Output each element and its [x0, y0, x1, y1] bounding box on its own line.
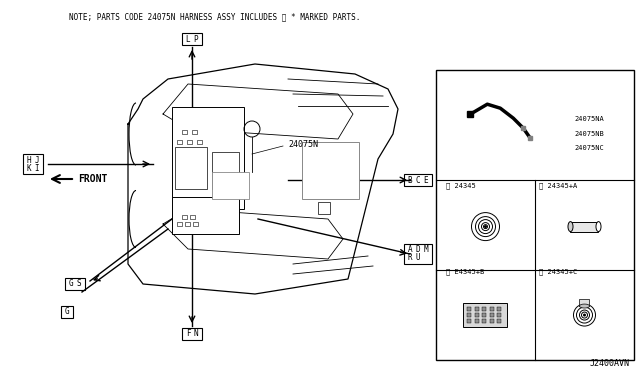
Text: J: J	[35, 155, 39, 164]
Text: M: M	[424, 246, 428, 254]
Bar	[182, 328, 202, 340]
Bar	[61, 306, 73, 318]
Text: NOTE; PARTS CODE 24075N HARNESS ASSY INCLUDES ※ * MARKED PARTS.: NOTE; PARTS CODE 24075N HARNESS ASSY INC…	[69, 13, 361, 22]
Bar	[483, 307, 486, 311]
Text: A: A	[408, 246, 412, 254]
Bar	[212, 172, 249, 199]
Bar	[175, 147, 207, 189]
Text: 24075NB: 24075NB	[575, 131, 604, 137]
Text: L: L	[186, 35, 190, 44]
Bar	[182, 130, 187, 134]
Bar	[172, 197, 239, 234]
Text: R: R	[408, 253, 412, 263]
Circle shape	[583, 314, 586, 317]
Bar	[467, 307, 472, 311]
Text: FRONT: FRONT	[78, 174, 108, 184]
Text: 24075NA: 24075NA	[575, 116, 604, 122]
Text: K: K	[27, 164, 31, 173]
Bar	[497, 313, 502, 317]
Bar	[187, 140, 192, 144]
Text: ※ 24345+C: ※ 24345+C	[539, 268, 577, 275]
Bar	[404, 244, 432, 264]
Bar	[177, 222, 182, 226]
Bar	[190, 215, 195, 219]
Bar	[177, 140, 182, 144]
Bar	[467, 313, 472, 317]
Text: ※ E4345+B: ※ E4345+B	[446, 268, 484, 275]
Bar	[182, 33, 202, 45]
Bar	[404, 174, 432, 186]
Bar	[483, 319, 486, 323]
Text: 24075N: 24075N	[288, 140, 318, 148]
Text: G: G	[68, 279, 74, 289]
Bar	[570, 222, 598, 232]
Bar	[436, 70, 634, 360]
Text: B: B	[408, 176, 412, 185]
Circle shape	[484, 225, 487, 228]
Bar	[497, 319, 502, 323]
Bar	[302, 142, 359, 199]
Ellipse shape	[568, 222, 573, 232]
Text: F: F	[186, 330, 190, 339]
Bar	[490, 313, 494, 317]
Bar	[212, 152, 239, 189]
Text: U: U	[416, 253, 420, 263]
Bar	[197, 140, 202, 144]
Bar	[490, 307, 494, 311]
Text: ※ 24345: ※ 24345	[446, 183, 476, 189]
Bar	[475, 319, 479, 323]
Bar	[182, 215, 187, 219]
Text: 24075NC: 24075NC	[575, 145, 604, 151]
Bar	[483, 313, 486, 317]
Text: N: N	[194, 330, 198, 339]
Bar	[192, 130, 197, 134]
Bar	[318, 202, 330, 214]
Bar	[497, 307, 502, 311]
Text: E: E	[424, 176, 428, 185]
Text: C: C	[416, 176, 420, 185]
Text: P: P	[194, 35, 198, 44]
Bar	[490, 319, 494, 323]
Bar	[475, 313, 479, 317]
Bar	[23, 154, 43, 174]
Bar	[172, 107, 244, 209]
Bar	[463, 303, 508, 327]
Text: I: I	[35, 164, 39, 173]
Text: S: S	[77, 279, 81, 289]
Text: D: D	[416, 246, 420, 254]
Bar	[185, 222, 190, 226]
Text: J2400AVN: J2400AVN	[590, 359, 630, 369]
Text: G: G	[65, 308, 69, 317]
Bar	[467, 319, 472, 323]
Bar	[475, 307, 479, 311]
Text: H: H	[27, 155, 31, 164]
Ellipse shape	[579, 304, 589, 308]
Bar	[579, 299, 589, 306]
Bar	[65, 278, 85, 290]
Bar	[193, 222, 198, 226]
Text: ※ 24345+A: ※ 24345+A	[539, 183, 577, 189]
Ellipse shape	[596, 222, 601, 232]
